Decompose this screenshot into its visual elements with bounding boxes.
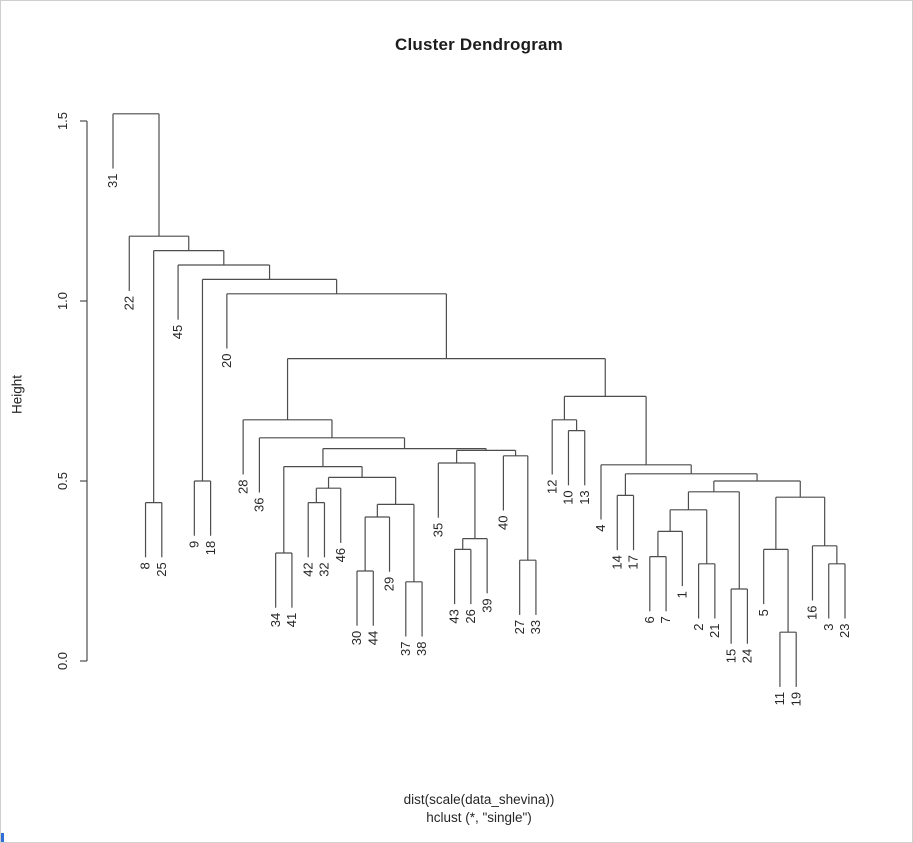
leaf-label: 29 [382, 577, 397, 591]
leaf-label: 1 [674, 591, 689, 598]
leaf-label: 34 [268, 613, 283, 627]
leaf-label: 4 [593, 525, 608, 532]
leaf-label: 42 [300, 562, 315, 576]
leaf-label: 11 [772, 692, 787, 706]
leaf-label: 38 [414, 642, 429, 656]
leaf-label: 26 [463, 609, 478, 623]
leaf-label: 16 [805, 606, 820, 620]
leaf-label: 8 [138, 562, 153, 569]
leaf-label: 36 [252, 498, 267, 512]
leaf-label: 2 [691, 624, 706, 631]
leaf-label: 13 [577, 490, 592, 504]
leaf-label: 46 [333, 548, 348, 562]
leaf-label: 41 [284, 613, 299, 627]
leaf-label: 37 [398, 642, 413, 656]
leaf-label: 19 [788, 692, 803, 706]
leaf-label: 20 [219, 354, 234, 368]
screen-edge-artifact [1, 833, 4, 842]
x-caption-distance: dist(scale(data_shevina)) [403, 792, 555, 807]
leaf-label: 21 [707, 624, 722, 638]
leaf-label: 15 [723, 649, 738, 663]
leaf-label: 25 [154, 562, 169, 576]
leaf-label: 17 [626, 555, 641, 569]
leaf-label: 43 [447, 609, 462, 623]
leaf-label: 32 [317, 562, 332, 576]
leaf-label: 24 [740, 649, 755, 663]
x-caption-method: hclust (*, "single") [426, 810, 532, 825]
y-tick-label: 0.0 [55, 652, 70, 670]
leaf-label: 28 [235, 480, 250, 494]
leaf-label: 23 [837, 624, 852, 638]
y-tick-label: 1.5 [55, 112, 70, 130]
leaf-label: 44 [365, 631, 380, 645]
leaf-label: 9 [186, 541, 201, 548]
y-axis-label: Height [9, 374, 25, 415]
leaf-label: 6 [642, 616, 657, 623]
leaf-label: 39 [479, 598, 494, 612]
leaf-label: 45 [170, 325, 185, 339]
chart-title: Cluster Dendrogram [395, 35, 563, 54]
leaf-label: 10 [561, 490, 576, 504]
leaf-label: 31 [105, 174, 120, 188]
leaf-label: 5 [756, 609, 771, 616]
leaf-label: 22 [121, 296, 136, 310]
leaf-label: 12 [544, 480, 559, 494]
leaf-label: 27 [512, 620, 527, 634]
leaf-label: 7 [658, 616, 673, 623]
leaf-label: 18 [203, 541, 218, 555]
y-tick-label: 1.0 [55, 292, 70, 310]
leaf-label: 33 [528, 620, 543, 634]
leaf-label: 30 [349, 631, 364, 645]
leaf-label: 35 [430, 523, 445, 537]
y-tick-label: 0.5 [55, 472, 70, 490]
leaf-label: 40 [496, 516, 511, 530]
leaf-label: 14 [609, 555, 624, 569]
leaf-label: 3 [821, 624, 836, 631]
